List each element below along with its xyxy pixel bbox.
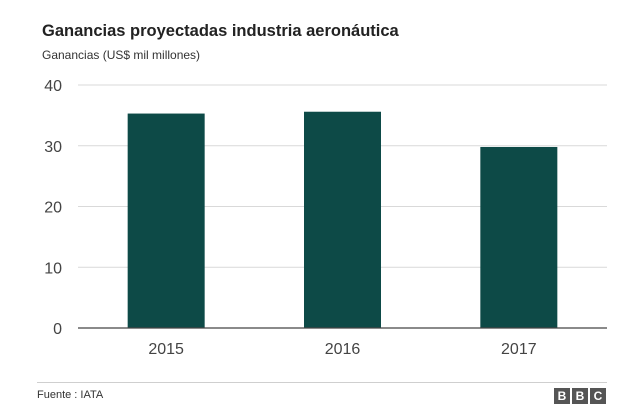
bbc-logo: B B C	[554, 388, 606, 404]
footer-divider	[37, 382, 607, 383]
bbc-logo-letter: B	[554, 388, 570, 404]
bbc-logo-letter: C	[590, 388, 606, 404]
bar	[480, 146, 558, 328]
bar	[127, 113, 205, 329]
bbc-logo-letter: B	[572, 388, 588, 404]
source-note: Fuente : IATA	[37, 389, 104, 401]
x-tick-label: 2015	[148, 341, 184, 358]
y-tick-label: 40	[44, 78, 62, 95]
x-tick-label: 2016	[325, 341, 361, 358]
y-tick-label: 0	[53, 321, 62, 338]
bar-chart: 0 10 20 30 40 2015 2016 2017	[44, 78, 607, 358]
x-tick-label: 2017	[501, 341, 537, 358]
y-tick-label: 10	[44, 260, 62, 277]
y-axis-label: Ganancias (US$ mil millones)	[42, 48, 201, 62]
y-tick-label: 30	[44, 139, 62, 156]
y-tick-label: 20	[44, 200, 62, 217]
chart-title: Ganancias proyectadas industria aeronáut…	[42, 22, 399, 40]
bar	[304, 111, 381, 328]
